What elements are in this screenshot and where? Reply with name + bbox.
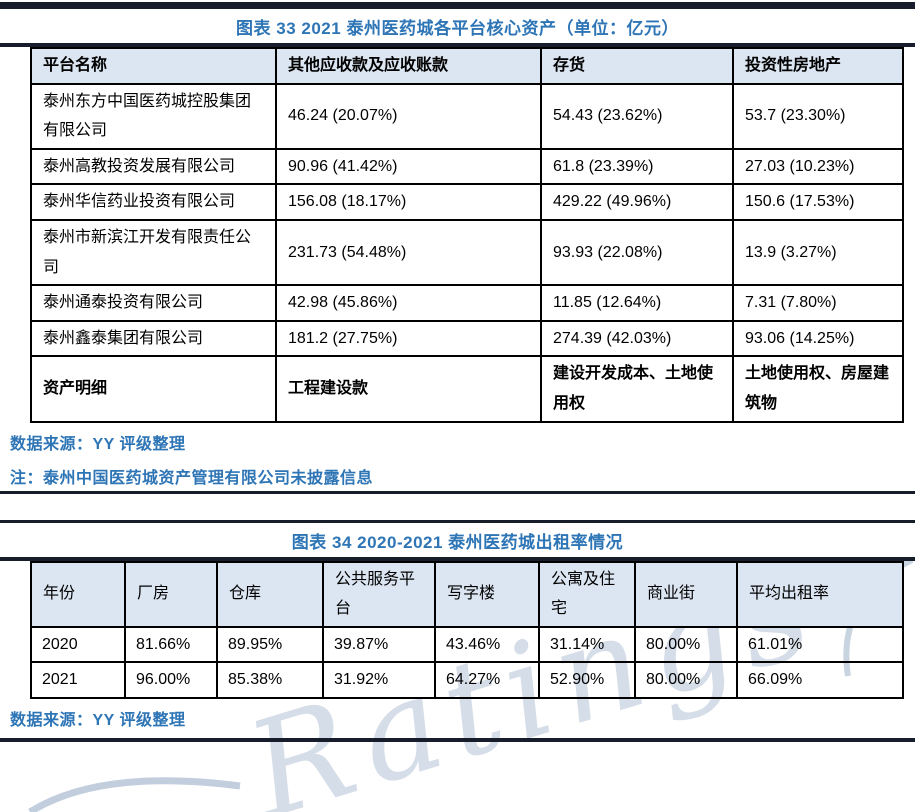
table1-source-line: 数据来源：YY 评级整理 xyxy=(10,435,186,453)
section-top-rule xyxy=(0,519,915,523)
cell-receivables: 231.73 (54.48%) xyxy=(275,218,542,287)
cell-year: 2020 xyxy=(30,625,126,664)
cell-apartment: 52.90% xyxy=(538,661,636,699)
cell-investment-property: 93.06 (14.25%) xyxy=(732,319,904,358)
table-row-2020: 2020 81.66% 89.95% 39.87% 43.46% 31.14% … xyxy=(30,625,904,664)
cell-factory: 81.66% xyxy=(124,625,218,664)
bottom-rule xyxy=(0,737,915,742)
cell-commercial-street: 80.00% xyxy=(634,625,738,664)
cell-average: 66.09% xyxy=(736,661,904,699)
table1-col-header-platform-name: 平台名称 xyxy=(30,47,277,85)
table1-col-header-receivables: 其他应收款及应收账款 xyxy=(275,47,542,85)
table2-col-header-average: 平均出租率 xyxy=(736,560,904,628)
watermark-swoosh-left xyxy=(28,777,241,812)
section-gap xyxy=(0,494,915,520)
table-row: 泰州通泰投资有限公司 42.98 (45.86%) 11.85 (12.64%)… xyxy=(30,284,904,322)
cell-asset-detail-property: 土地使用权、房屋建筑物 xyxy=(732,355,904,423)
cell-receivables: 42.98 (45.86%) xyxy=(275,284,542,322)
table2-col-header-factory: 厂房 xyxy=(124,560,218,628)
cell-investment-property: 150.6 (17.53%) xyxy=(732,183,904,221)
cell-platform-name: 泰州鑫泰集团有限公司 xyxy=(30,319,277,358)
table2-col-header-office: 写字楼 xyxy=(434,560,540,628)
cell-public-service: 31.92% xyxy=(322,661,436,699)
cell-platform-name: 泰州市新滨江开发有限责任公司 xyxy=(30,218,277,287)
cell-receivables: 181.2 (27.75%) xyxy=(275,319,542,358)
table-row: 泰州东方中国医药城控股集团有限公司 46.24 (20.07%) 54.43 (… xyxy=(30,82,904,150)
cell-investment-property: 7.31 (7.80%) xyxy=(732,284,904,322)
cell-inventory: 54.43 (23.62%) xyxy=(540,82,734,150)
table1-title: 图表 33 2021 泰州医药城各平台核心资产（单位：亿元） xyxy=(236,19,679,38)
cell-investment-property: 53.7 (23.30%) xyxy=(732,82,904,150)
table2-col-header-public-service: 公共服务平台 xyxy=(322,560,436,628)
cell-receivables: 90.96 (41.42%) xyxy=(275,147,542,186)
table2-header-row: 年份 厂房 仓库 公共服务平台 写字楼 公寓及住宅 商业街 平均出租率 xyxy=(30,560,904,628)
cell-asset-detail-receivables: 工程建设款 xyxy=(275,355,542,423)
table-row-asset-detail: 资产明细 工程建设款 建设开发成本、土地使用权 土地使用权、房屋建筑物 xyxy=(30,355,904,423)
table2-col-header-apartment: 公寓及住宅 xyxy=(538,560,636,628)
cell-apartment: 31.14% xyxy=(538,625,636,664)
cell-inventory: 11.85 (12.64%) xyxy=(540,284,734,322)
top-rule xyxy=(0,2,915,9)
table1-col-header-inventory: 存货 xyxy=(540,47,734,85)
table1-title-rule xyxy=(0,43,915,47)
cell-platform-name: 泰州华信药业投资有限公司 xyxy=(30,183,277,221)
cell-warehouse: 89.95% xyxy=(216,625,324,664)
table1-core-assets: 平台名称 其他应收款及应收账款 存货 投资性房地产 泰州东方中国医药城控股集团有… xyxy=(30,47,904,423)
table1-header-row: 平台名称 其他应收款及应收账款 存货 投资性房地产 xyxy=(30,47,904,85)
table2-title: 图表 34 2020-2021 泰州医药城出租率情况 xyxy=(291,532,624,552)
cell-platform-name: 泰州东方中国医药城控股集团有限公司 xyxy=(30,82,277,150)
cell-investment-property: 13.9 (3.27%) xyxy=(732,218,904,287)
section-divider-rule xyxy=(0,490,915,494)
table1-col-header-investment-property: 投资性房地产 xyxy=(732,47,904,85)
table2-col-header-warehouse: 仓库 xyxy=(216,560,324,628)
table2-col-header-year: 年份 xyxy=(30,560,126,628)
table-row: 泰州市新滨江开发有限责任公司 231.73 (54.48%) 93.93 (22… xyxy=(30,218,904,287)
cell-year: 2021 xyxy=(30,661,126,699)
table2-col-header-commercial-street: 商业街 xyxy=(634,560,738,628)
cell-factory: 96.00% xyxy=(124,661,218,699)
cell-warehouse: 85.38% xyxy=(216,661,324,699)
cell-investment-property: 27.03 (10.23%) xyxy=(732,147,904,186)
cell-receivables: 46.24 (20.07%) xyxy=(275,82,542,150)
cell-inventory: 429.22 (49.96%) xyxy=(540,183,734,221)
cell-public-service: 39.87% xyxy=(322,625,436,664)
cell-receivables: 156.08 (18.17%) xyxy=(275,183,542,221)
table-row: 泰州高教投资发展有限公司 90.96 (41.42%) 61.8 (23.39%… xyxy=(30,147,904,186)
cell-asset-detail-label: 资产明细 xyxy=(30,355,277,423)
table2-title-rule xyxy=(0,556,915,561)
cell-platform-name: 泰州通泰投资有限公司 xyxy=(30,284,277,322)
cell-inventory: 61.8 (23.39%) xyxy=(540,147,734,186)
table-row: 泰州华信药业投资有限公司 156.08 (18.17%) 429.22 (49.… xyxy=(30,183,904,221)
table-row: 泰州鑫泰集团有限公司 181.2 (27.75%) 274.39 (42.03%… xyxy=(30,319,904,358)
cell-inventory: 93.93 (22.08%) xyxy=(540,218,734,287)
cell-commercial-street: 80.00% xyxy=(634,661,738,699)
cell-inventory: 274.39 (42.03%) xyxy=(540,319,734,358)
cell-platform-name: 泰州高教投资发展有限公司 xyxy=(30,147,277,186)
cell-office: 64.27% xyxy=(434,661,540,699)
table-row-2021: 2021 96.00% 85.38% 31.92% 64.27% 52.90% … xyxy=(30,661,904,699)
cell-average: 61.01% xyxy=(736,625,904,664)
table2-source-line: 数据来源：YY 评级整理 xyxy=(10,711,186,729)
table2-occupancy-rates: 年份 厂房 仓库 公共服务平台 写字楼 公寓及住宅 商业街 平均出租率 2020… xyxy=(30,560,904,699)
table1-note-line: 注：泰州中国医药城资产管理有限公司未披露信息 xyxy=(10,469,374,487)
cell-asset-detail-inventory: 建设开发成本、土地使用权 xyxy=(540,355,734,423)
cell-office: 43.46% xyxy=(434,625,540,664)
